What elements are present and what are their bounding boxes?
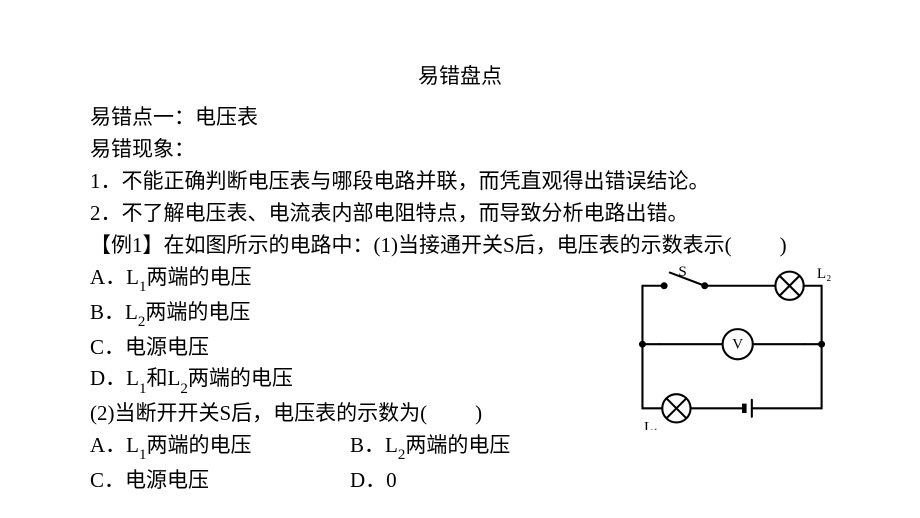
phenomenon-2: 2．不了解电压表、电流表内部电阻特点，而导致分析电路出错。: [90, 198, 830, 230]
q2c-prefix: C．: [90, 468, 125, 492]
q2d-prefix: D．: [350, 468, 386, 492]
p2-num: 2．: [90, 201, 122, 225]
q1-stem: 在如图所示的电路中：(1)当接通开关S后，电压表的示数表示: [164, 233, 725, 257]
opt-c-text: 电源电压: [125, 335, 209, 359]
q2d-text: 0: [386, 468, 397, 492]
opt-a-prefix: A．: [90, 265, 126, 289]
example-tag: 【例1】: [90, 233, 164, 257]
section-heading: 易错点一：电压表: [90, 102, 830, 134]
phenomenon-1: 1．不能正确判断电压表与哪段电路并联，而凭直观得出错误结论。: [90, 166, 830, 198]
q2b-pre: L: [385, 433, 398, 457]
page-title: 易错盘点: [90, 60, 830, 90]
q2-option-b: B．L2两端的电压: [350, 430, 510, 465]
opt-d-mid: 和L: [147, 366, 181, 390]
q2a-pre: L: [126, 433, 139, 457]
opt-a-pre: L: [126, 265, 139, 289]
opt-d-sub2: 2: [180, 381, 188, 397]
opt-c-prefix: C．: [90, 335, 125, 359]
opt-d-prefix: D．: [90, 366, 126, 390]
q2-stem: (2)当断开开关S后，电压表的示数为: [90, 401, 420, 425]
q2a-prefix: A．: [90, 433, 126, 457]
q2-options-row1: A．L1两端的电压 B．L2两端的电压: [90, 430, 830, 465]
q2-option-c: C．电源电压: [90, 465, 350, 497]
opt-a-post: 两端的电压: [147, 265, 252, 289]
opt-d-pre1: L: [126, 366, 139, 390]
q2b-sub: 2: [398, 447, 406, 463]
p1-text: 不能正确判断电压表与哪段电路并联，而凭直观得出错误结论。: [122, 169, 710, 193]
q2-option-d: D．0: [350, 465, 397, 497]
phenomena-label: 易错现象：: [90, 134, 830, 166]
q2b-prefix: B．: [350, 433, 385, 457]
q2b-post: 两端的电压: [405, 433, 510, 457]
opt-a-sub: 1: [139, 279, 147, 295]
svg-text:L₂: L₂: [817, 266, 831, 282]
q2-option-a: A．L1两端的电压: [90, 430, 350, 465]
q1-blank: ( ): [725, 233, 789, 257]
p2-text: 不了解电压表、电流表内部电阻特点，而导致分析电路出错。: [122, 201, 689, 225]
q2c-text: 电源电压: [125, 468, 209, 492]
opt-b-pre: L: [125, 300, 138, 324]
example-stem-q1: 【例1】在如图所示的电路中：(1)当接通开关S后，电压表的示数表示( ): [90, 230, 830, 262]
svg-text:S: S: [678, 265, 686, 280]
circuit-diagram: V S L₂ L₁: [625, 265, 840, 430]
opt-b-prefix: B．: [90, 300, 125, 324]
q2a-sub: 1: [139, 447, 147, 463]
q2-options-row2: C．电源电压 D．0: [90, 465, 830, 497]
opt-b-sub: 2: [138, 314, 146, 330]
q2a-post: 两端的电压: [147, 433, 252, 457]
opt-b-post: 两端的电压: [145, 300, 250, 324]
q2-blank: ( ): [420, 401, 484, 425]
p1-num: 1．: [90, 169, 122, 193]
svg-text:V: V: [732, 337, 743, 353]
opt-d-sub1: 1: [139, 381, 147, 397]
opt-d-post: 两端的电压: [188, 366, 293, 390]
svg-text:L₁: L₁: [644, 420, 658, 430]
